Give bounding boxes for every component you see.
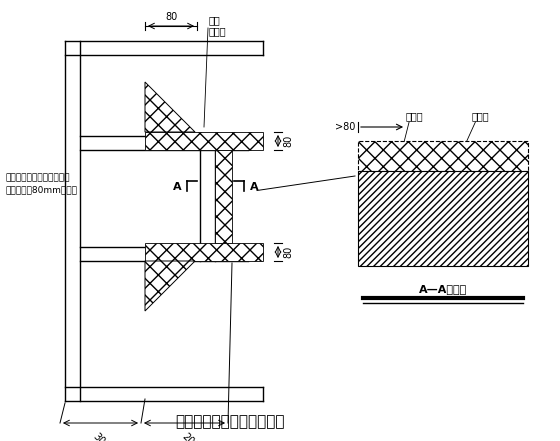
Text: 预粘不小于80mm网格布: 预粘不小于80mm网格布 xyxy=(5,185,77,194)
Text: 80: 80 xyxy=(165,12,177,22)
Bar xyxy=(145,243,263,261)
Bar xyxy=(145,132,263,150)
Polygon shape xyxy=(145,82,195,132)
Text: 80: 80 xyxy=(283,246,293,258)
Text: 网格布: 网格布 xyxy=(209,26,227,36)
Text: 300: 300 xyxy=(91,431,110,441)
Text: A: A xyxy=(250,182,259,191)
Text: 与墙体接触一面用粘结砂浆: 与墙体接触一面用粘结砂浆 xyxy=(5,173,69,182)
Text: 200: 200 xyxy=(179,431,199,441)
Text: 附加: 附加 xyxy=(209,15,221,25)
Polygon shape xyxy=(145,261,195,311)
Text: A: A xyxy=(174,182,182,191)
Text: 门窗洞口附加网络布示意图: 门窗洞口附加网络布示意图 xyxy=(175,414,284,429)
Text: A—A剖面图: A—A剖面图 xyxy=(419,284,467,294)
Bar xyxy=(358,141,528,171)
Text: >80: >80 xyxy=(335,122,355,132)
Text: 挤塑板: 挤塑板 xyxy=(472,111,489,121)
Bar xyxy=(215,150,232,243)
Text: 80: 80 xyxy=(283,135,293,147)
Bar xyxy=(358,171,528,266)
Text: 网格布: 网格布 xyxy=(405,111,423,121)
